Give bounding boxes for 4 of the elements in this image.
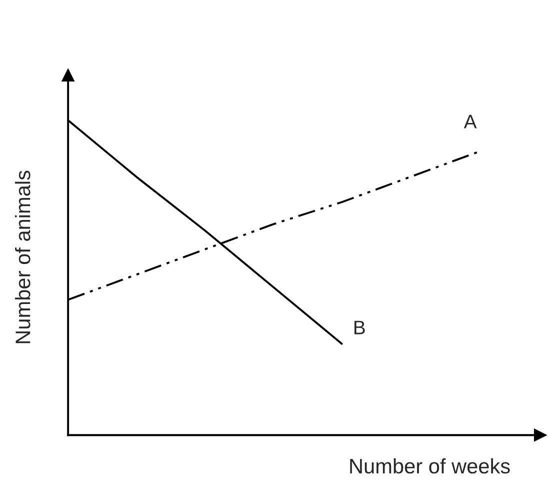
- y-axis-title: Number of animals: [14, 170, 30, 344]
- series-label: A: [464, 114, 477, 128]
- series-label: B: [354, 320, 365, 334]
- x-axis-title: Number of weeks: [350, 458, 510, 474]
